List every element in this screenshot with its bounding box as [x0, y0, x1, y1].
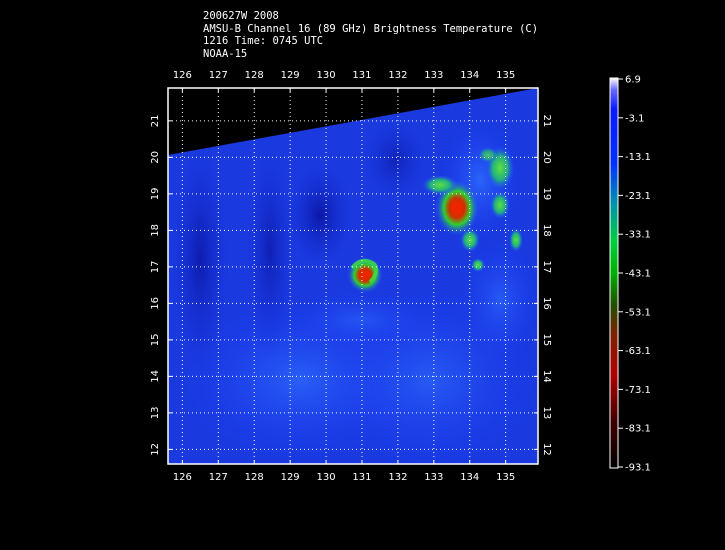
product-header: 200627W 2008 AMSU-B Channel 16 (89 GHz) …: [203, 10, 538, 60]
lon-label-top: 133: [424, 70, 443, 81]
imagery-swath: [168, 88, 538, 464]
lon-label-bottom: 135: [496, 472, 515, 483]
lon-label-bottom: 128: [245, 472, 264, 483]
lon-label-top: 128: [245, 70, 264, 81]
colorbar: 6.9 -3.1 -13.1 -23.1 -33.1 -43.1 -53.1 -63.1 -73…: [609, 75, 651, 474]
lat-lon-grid: [168, 88, 538, 464]
lat-label-right: 14: [541, 370, 552, 383]
colorbar-label: -23.1: [625, 191, 651, 202]
lon-label-bottom: 127: [209, 472, 228, 483]
lat-label-left: 15: [150, 334, 161, 347]
lon-label-top: 127: [209, 70, 228, 81]
lon-label-top: 131: [352, 70, 371, 81]
lat-label-right: 17: [541, 261, 552, 274]
lon-label-bottom: 130: [317, 472, 336, 483]
lat-label-left: 16: [150, 297, 161, 310]
lon-label-top: 126: [173, 70, 192, 81]
lon-label-top: 132: [388, 70, 407, 81]
time-label: 1216 Time: 0745 UTC: [203, 35, 324, 47]
colorbar-label: 6.9: [625, 75, 641, 86]
sensor-channel-title: AMSU-B Channel 16 (89 GHz) Brightness Te…: [203, 22, 539, 35]
lon-label-bottom: 132: [388, 472, 407, 483]
lat-label-right: 15: [541, 334, 552, 347]
lon-label-bottom: 131: [352, 472, 371, 483]
colorbar-label: -13.1: [625, 152, 651, 163]
colorbar-label: -43.1: [625, 269, 651, 280]
lon-label-bottom: 126: [173, 472, 192, 483]
map-frame: [167, 87, 539, 465]
lat-label-right: 16: [541, 297, 552, 310]
colorbar-label: -3.1: [625, 113, 645, 124]
colorbar-label: -33.1: [625, 230, 651, 241]
lat-label-right: 19: [541, 187, 552, 200]
lat-label-left: 14: [150, 370, 161, 383]
storm-id-date: 200627W 2008: [203, 10, 279, 22]
lat-label-right: 21: [541, 114, 552, 127]
colorbar-label: -73.1: [625, 385, 651, 396]
lat-label-left: 18: [150, 224, 161, 237]
lon-label-bottom: 134: [460, 472, 479, 483]
lat-label-left: 12: [150, 443, 161, 456]
lat-label-left: 13: [150, 407, 161, 420]
axis-ticks: 1261261271271281281291291301301311311321…: [150, 70, 552, 483]
lat-label-right: 18: [541, 224, 552, 237]
lon-label-top: 129: [281, 70, 300, 81]
lat-label-right: 13: [541, 407, 552, 420]
lon-label-top: 135: [496, 70, 515, 81]
lat-label-left: 19: [150, 187, 161, 200]
colorbar-label: -63.1: [625, 346, 651, 357]
colorbar-label: -93.1: [625, 463, 651, 474]
colorbar-label: -83.1: [625, 424, 651, 435]
lat-label-right: 12: [541, 443, 552, 456]
satellite-name: NOAA-15: [203, 47, 248, 60]
lat-label-left: 17: [150, 261, 161, 274]
lon-label-top: 134: [460, 70, 479, 81]
lon-label-bottom: 133: [424, 472, 443, 483]
lat-label-right: 20: [541, 151, 552, 164]
colorbar-gradient: [609, 77, 619, 469]
lon-label-bottom: 129: [281, 472, 300, 483]
lat-label-left: 20: [150, 151, 161, 164]
colorbar-label: -53.1: [625, 307, 651, 318]
lat-label-left: 21: [150, 114, 161, 127]
lon-label-top: 130: [317, 70, 336, 81]
